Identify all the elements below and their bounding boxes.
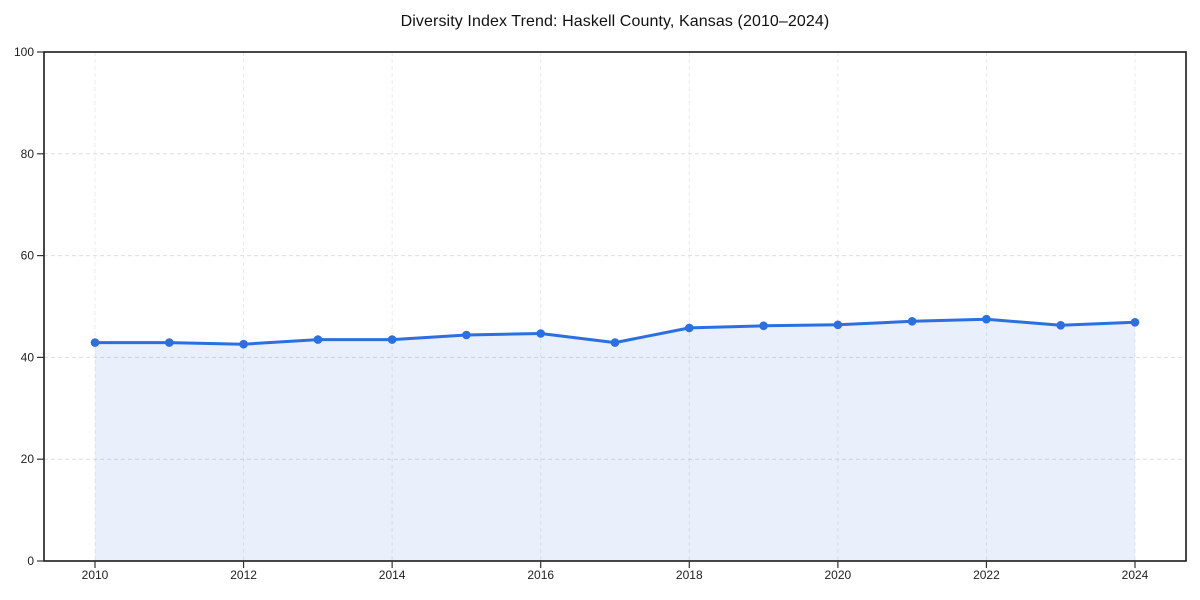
data-point-2014 [387,335,397,344]
area-fill [95,319,1135,561]
data-point-2020 [833,320,843,330]
x-tick-labels: 2010 2012 2014 2016 2018 2020 2022 2024 [82,568,1149,582]
x-tick-label: 2022 [973,568,1000,582]
data-point-2016 [536,329,545,338]
data-point-2011 [165,338,174,347]
y-tick-label: 20 [21,452,35,466]
axis-ticks [37,51,1136,568]
x-tick-label: 2020 [825,568,852,582]
data-point-2017 [610,338,620,347]
y-tick-label: 100 [14,45,34,59]
y-tick-label: 0 [27,554,34,568]
x-tick-label: 2010 [82,568,109,582]
data-point-2012 [239,339,248,349]
data-point-2024 [1130,318,1140,327]
data-point-2013 [313,335,323,344]
chart-title: Diversity Index Trend: Haskell County, K… [400,13,830,30]
x-tick-label: 2012 [230,568,257,582]
data-point-2019 [759,321,768,331]
data-point-2015 [462,330,471,340]
x-tick-label: 2014 [379,568,406,582]
data-point-2023 [1056,321,1065,330]
plot-border [43,51,1187,562]
y-tick-labels: 0 20 40 60 80 100 [14,45,34,568]
data-point-2010 [90,338,100,347]
x-tick-label: 2016 [527,568,554,582]
y-tick-label: 40 [21,350,35,364]
y-tick-label: 80 [21,147,35,161]
data-points [90,314,1140,349]
gridlines [44,52,1186,561]
x-tick-label: 2018 [676,568,703,582]
y-tick-label: 60 [21,249,35,263]
data-point-2018 [685,323,694,333]
x-tick-label: 2024 [1122,568,1149,582]
data-point-2022 [982,314,991,324]
data-point-2021 [907,317,917,326]
